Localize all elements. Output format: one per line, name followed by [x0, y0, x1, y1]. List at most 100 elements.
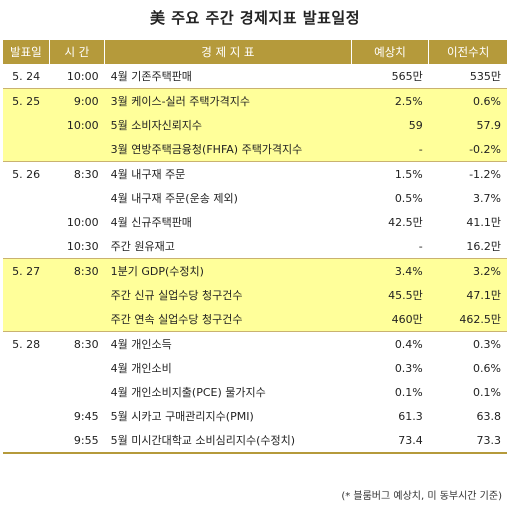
row-previous: 3.7% — [428, 186, 507, 210]
row-previous: 0.3% — [428, 331, 507, 356]
row-previous: -0.2% — [428, 137, 507, 162]
row-time — [49, 356, 105, 380]
row-estimate: 460만 — [351, 307, 429, 332]
row-indicator: 4월 개인소비지출(PCE) 물가지수 — [104, 380, 352, 404]
row-indicator: 1분기 GDP(수정치) — [104, 258, 352, 283]
footnote: (* 블룸버그 예상치, 미 동부시간 기준) — [341, 491, 502, 502]
row-time — [49, 380, 105, 404]
row-estimate: 0.1% — [351, 380, 429, 404]
row-previous: 462.5만 — [428, 307, 507, 332]
row-previous: 0.6% — [428, 88, 507, 113]
row-indicator: 주간 원유재고 — [104, 234, 352, 259]
row-date — [3, 210, 50, 234]
row-date — [3, 283, 50, 307]
row-indicator: 3월 연방주택금융청(FHFA) 주택가격지수 — [104, 137, 352, 162]
row-indicator: 4월 신규주택판매 — [104, 210, 352, 234]
row-time: 8:30 — [49, 331, 105, 356]
row-date — [3, 380, 50, 404]
page-title: 美 주요 주간 경제지표 발표일정 — [150, 9, 360, 27]
row-date — [3, 356, 50, 380]
row-previous: 63.8 — [428, 404, 507, 428]
row-date — [3, 234, 50, 259]
row-date — [3, 307, 50, 332]
row-time: 9:00 — [49, 88, 105, 113]
table-row: 5. 26 8:30 4월 내구재 주문 1.5% -1.2% — [3, 161, 507, 186]
row-time: 10:00 — [49, 64, 105, 89]
table-row: 9:55 5월 미시간대학교 소비심리지수(수정치) 73.4 73.3 — [3, 428, 507, 454]
table-row: 4월 개인소비 0.3% 0.6% — [3, 356, 507, 380]
row-estimate: 59 — [351, 113, 429, 137]
table-row: 3월 연방주택금융청(FHFA) 주택가격지수 - -0.2% — [3, 137, 507, 162]
row-previous: 41.1만 — [428, 210, 507, 234]
row-indicator: 4월 개인소비 — [104, 356, 352, 380]
row-estimate: 3.4% — [351, 258, 429, 283]
row-estimate: 45.5만 — [351, 283, 429, 307]
table-row: 9:45 5월 시카고 구매관리지수(PMI) 61.3 63.8 — [3, 404, 507, 428]
row-date: 5. 25 — [3, 88, 50, 113]
row-time — [49, 186, 105, 210]
row-time: 10:00 — [49, 210, 105, 234]
row-date — [3, 404, 50, 428]
row-estimate: - — [351, 234, 429, 259]
table-row: 주간 연속 실업수당 청구건수 460만 462.5만 — [3, 307, 507, 332]
row-previous: 73.3 — [428, 428, 507, 454]
row-time: 9:45 — [49, 404, 105, 428]
table-row: 10:00 4월 신규주택판매 42.5만 41.1만 — [3, 210, 507, 234]
row-estimate: 565만 — [351, 64, 429, 89]
row-estimate: 73.4 — [351, 428, 429, 454]
table-row: 5. 24 10:00 4월 기존주택판매 565만 535만 — [3, 64, 507, 89]
header-indicator: 경 제 지 표 — [104, 40, 352, 64]
row-indicator: 3월 케이스-실러 주택가격지수 — [104, 88, 352, 113]
table-row: 10:30 주간 원유재고 - 16.2만 — [3, 234, 507, 259]
row-previous: 16.2만 — [428, 234, 507, 259]
row-previous: 535만 — [428, 64, 507, 89]
row-time — [49, 283, 105, 307]
row-indicator: 5월 시카고 구매관리지수(PMI) — [104, 404, 352, 428]
row-date: 5. 28 — [3, 331, 50, 356]
row-indicator: 주간 연속 실업수당 청구건수 — [104, 307, 352, 332]
row-estimate: 1.5% — [351, 161, 429, 186]
table-row: 4월 내구재 주문(운송 제외) 0.5% 3.7% — [3, 186, 507, 210]
table-row: 5. 27 8:30 1분기 GDP(수정치) 3.4% 3.2% — [3, 258, 507, 283]
row-date: 5. 26 — [3, 161, 50, 186]
row-time — [49, 137, 105, 162]
row-estimate: 0.3% — [351, 356, 429, 380]
row-time: 8:30 — [49, 258, 105, 283]
row-estimate: - — [351, 137, 429, 162]
table-row: 4월 개인소비지출(PCE) 물가지수 0.1% 0.1% — [3, 380, 507, 404]
row-previous: 0.1% — [428, 380, 507, 404]
row-time: 10:30 — [49, 234, 105, 259]
row-estimate: 2.5% — [351, 88, 429, 113]
row-date — [3, 428, 50, 454]
row-date: 5. 27 — [3, 258, 50, 283]
row-estimate: 61.3 — [351, 404, 429, 428]
table-row: 5. 28 8:30 4월 개인소득 0.4% 0.3% — [3, 331, 507, 356]
table-header-row: 발표일 시 간 경 제 지 표 예상치 이전수치 — [3, 40, 507, 64]
row-date — [3, 113, 50, 137]
row-date — [3, 137, 50, 162]
row-indicator: 주간 신규 실업수당 청구건수 — [104, 283, 352, 307]
row-indicator: 4월 내구재 주문(운송 제외) — [104, 186, 352, 210]
table-row: 10:00 5월 소비자신뢰지수 59 57.9 — [3, 113, 507, 137]
table-row: 5. 25 9:00 3월 케이스-실러 주택가격지수 2.5% 0.6% — [3, 88, 507, 113]
row-time: 9:55 — [49, 428, 105, 454]
header-previous: 이전수치 — [428, 40, 507, 64]
row-indicator: 5월 미시간대학교 소비심리지수(수정치) — [104, 428, 352, 454]
row-estimate: 0.4% — [351, 331, 429, 356]
row-previous: 57.9 — [428, 113, 507, 137]
row-time: 10:00 — [49, 113, 105, 137]
row-previous: 47.1만 — [428, 283, 507, 307]
row-indicator: 4월 개인소득 — [104, 331, 352, 356]
row-previous: 0.6% — [428, 356, 507, 380]
row-estimate: 42.5만 — [351, 210, 429, 234]
row-time: 8:30 — [49, 161, 105, 186]
row-indicator: 4월 내구재 주문 — [104, 161, 352, 186]
row-time — [49, 307, 105, 332]
header-time: 시 간 — [49, 40, 106, 64]
row-indicator: 5월 소비자신뢰지수 — [104, 113, 352, 137]
row-date: 5. 24 — [3, 64, 50, 89]
header-estimate: 예상치 — [351, 40, 430, 64]
row-previous: -1.2% — [428, 161, 507, 186]
header-date: 발표일 — [3, 40, 50, 64]
table-row: 주간 신규 실업수당 청구건수 45.5만 47.1만 — [3, 283, 507, 307]
